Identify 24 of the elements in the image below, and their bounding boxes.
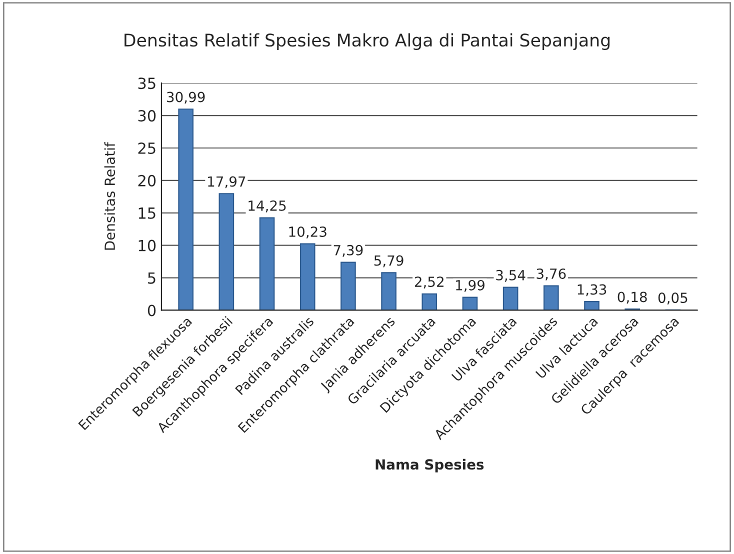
- x-axis-title: Nama Spesies: [376, 458, 484, 472]
- y-tick-label: 0: [148, 304, 156, 316]
- data-label: 2,52: [414, 276, 444, 288]
- data-label: 14,25: [248, 200, 286, 212]
- y-axis-title: Densitas Relatif: [104, 142, 116, 250]
- y-tick-label: 10: [138, 240, 156, 252]
- data-label: 1,33: [578, 284, 606, 296]
- data-label: 30,99: [167, 92, 205, 104]
- y-tick-label: 15: [138, 208, 156, 219]
- data-label: 0,05: [658, 292, 688, 304]
- data-label: 3,54: [496, 270, 526, 282]
- y-tick-label: 5: [148, 272, 156, 284]
- data-label: 7,39: [334, 244, 363, 257]
- y-tick-label: 35: [138, 78, 156, 90]
- data-label: 10,23: [289, 226, 326, 238]
- y-tick-label: 20: [138, 174, 156, 186]
- y-tick-label: 30: [138, 110, 156, 122]
- y-tick-label: 25: [138, 142, 156, 154]
- data-label: 3,76: [536, 268, 566, 280]
- data-label: 1,99: [456, 280, 484, 292]
- data-label: 0,18: [618, 292, 647, 304]
- data-label: 17,97: [208, 176, 246, 188]
- chart-title: Densitas Relatif Spesies Makro Alga di Pantai Sepanjang: [124, 33, 610, 50]
- data-label: 5,79: [374, 255, 404, 268]
